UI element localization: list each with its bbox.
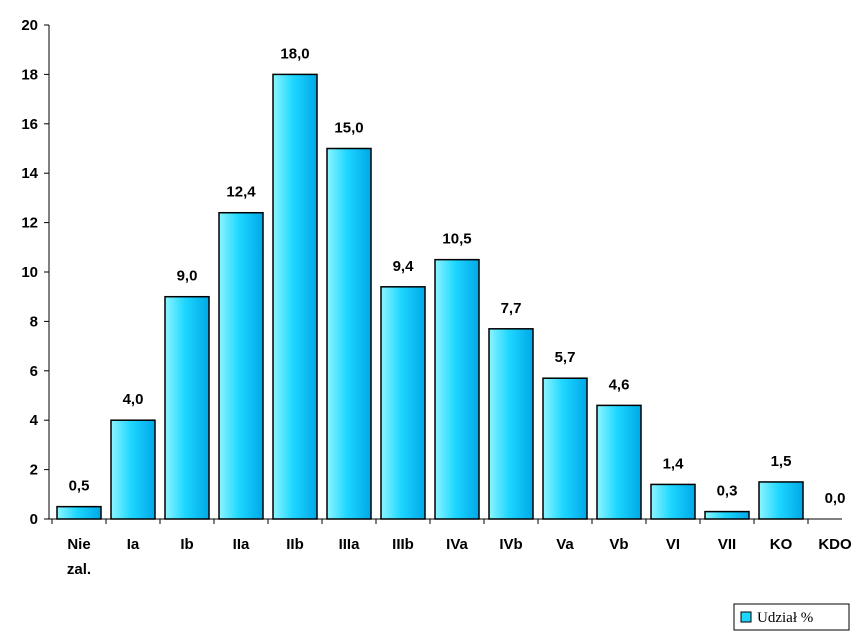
x-tick-label: Vb [609,536,628,553]
x-tick-label: IIIa [339,536,361,553]
x-tick-label: Nie [67,536,90,553]
x-tick-label: IVa [446,536,468,553]
data-label: 1,5 [771,453,792,470]
x-tick-label: zal. [67,561,91,578]
y-tick-label: 14 [21,165,38,182]
x-tick-label: IIb [286,536,304,553]
y-tick-label: 6 [30,363,38,380]
axes-layer: 0 2 4 6 8 10 12 14 16 18 20 Nie zal. Ia Ib IIa IIb IIIa II… [21,17,852,578]
y-tick-label: 10 [21,264,38,281]
y-tick-label: 0 [30,511,38,528]
bar [758,481,804,520]
bar [110,419,156,520]
x-tick-label: Va [556,536,574,553]
bar [56,505,102,520]
data-label: 9,0 [177,268,198,285]
legend-entry-label: Udział % [757,610,813,626]
data-label: 15,0 [334,120,363,137]
bar [704,510,750,520]
x-tick-label: Ib [180,536,193,553]
data-label: 1,4 [663,455,685,472]
bar [164,295,210,520]
bar [218,211,264,520]
bar [380,286,426,520]
x-tick-label: IVb [499,536,522,553]
y-tick-label: 4 [30,412,39,429]
x-tick-label: IIIb [392,536,414,553]
data-label: 10,5 [442,231,471,248]
y-tick-label: 20 [21,17,38,34]
bar [542,377,588,520]
y-tick-label: 16 [21,116,38,133]
data-label: 18,0 [280,45,309,62]
x-tick-label: KO [770,536,793,553]
y-tick-label: 2 [30,462,38,479]
data-label: 4,6 [609,376,630,393]
x-tick-label: IIa [233,536,250,553]
x-tick-label: VI [666,536,680,553]
data-label: 9,4 [393,258,415,275]
bar [326,147,372,520]
legend: Udział % [733,603,850,631]
x-tick-label: KDO [818,536,852,553]
legend-swatch [740,611,752,623]
legend-box [733,603,850,631]
data-label: 7,7 [501,300,522,317]
x-tick-label: VII [718,536,736,553]
bar [596,404,642,520]
bars-layer [56,73,804,520]
data-label: 12,4 [226,184,256,201]
data-label: 0,5 [69,478,90,495]
bar [650,483,696,520]
bar [434,258,480,520]
data-label: 4,0 [123,391,144,408]
y-tick-label: 8 [30,313,38,330]
y-tick-label: 12 [21,215,38,232]
data-label: 0,3 [717,483,738,500]
bar [488,328,534,520]
data-label: 5,7 [555,349,576,366]
x-tick-label: Ia [127,536,140,553]
data-labels-layer: 0,5 4,0 9,0 12,4 18,0 15,0 9,4 10,5 7,7 5,7 4,6 1,4… [69,45,846,507]
y-tick-label: 18 [21,66,38,83]
bar [272,73,318,520]
data-label: 0,0 [825,490,846,507]
